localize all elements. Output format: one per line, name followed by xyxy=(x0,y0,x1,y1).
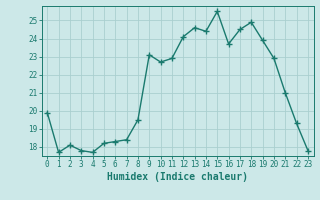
X-axis label: Humidex (Indice chaleur): Humidex (Indice chaleur) xyxy=(107,172,248,182)
